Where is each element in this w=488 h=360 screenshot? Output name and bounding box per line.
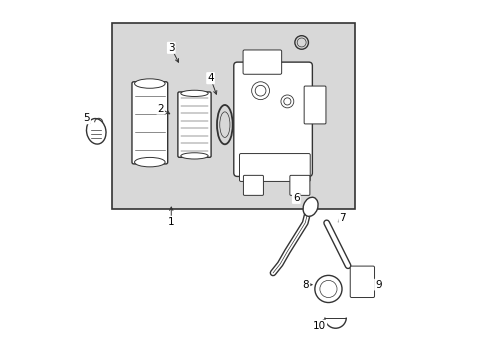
Ellipse shape <box>86 118 106 144</box>
FancyBboxPatch shape <box>243 50 281 74</box>
FancyBboxPatch shape <box>112 23 354 208</box>
Text: 6: 6 <box>292 193 299 203</box>
FancyBboxPatch shape <box>243 175 263 195</box>
Ellipse shape <box>181 153 208 159</box>
Ellipse shape <box>303 197 317 216</box>
Text: 1: 1 <box>167 217 174 227</box>
FancyBboxPatch shape <box>132 82 167 164</box>
FancyBboxPatch shape <box>233 62 312 176</box>
Circle shape <box>314 275 341 302</box>
Text: 9: 9 <box>374 280 381 290</box>
FancyBboxPatch shape <box>239 154 309 181</box>
FancyBboxPatch shape <box>349 266 374 297</box>
Text: 8: 8 <box>302 280 308 290</box>
Text: 5: 5 <box>83 113 90 123</box>
Ellipse shape <box>134 79 165 88</box>
Text: 3: 3 <box>167 43 174 53</box>
Ellipse shape <box>134 157 165 167</box>
Text: 7: 7 <box>339 212 346 222</box>
FancyBboxPatch shape <box>304 86 325 124</box>
Text: 2: 2 <box>157 104 163 113</box>
Text: 10: 10 <box>312 321 325 331</box>
Text: 4: 4 <box>207 73 213 83</box>
Ellipse shape <box>181 90 208 96</box>
FancyBboxPatch shape <box>178 92 211 157</box>
FancyBboxPatch shape <box>289 175 309 195</box>
